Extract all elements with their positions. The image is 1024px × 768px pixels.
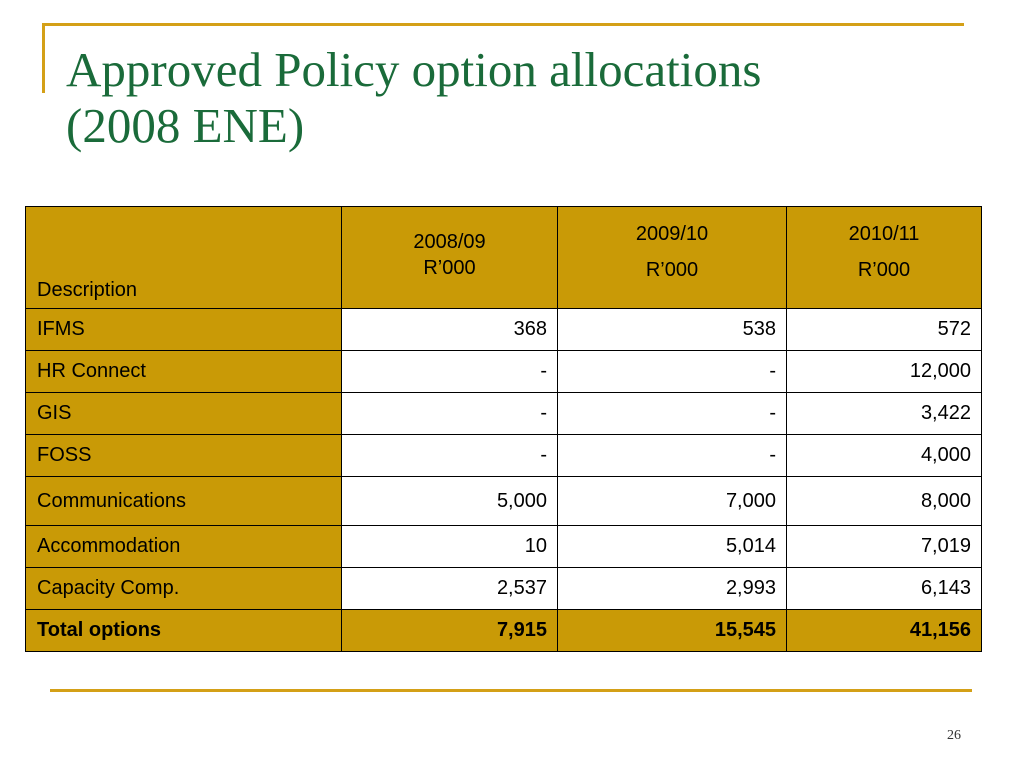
row-label: IFMS <box>25 308 342 351</box>
table-row: GIS - - 3,422 <box>25 392 982 435</box>
cell-2008-09: - <box>341 434 558 477</box>
slide-title-line-2: (2008 ENE) <box>66 98 305 153</box>
cell-2008-09: - <box>341 392 558 435</box>
cell-2010-11: 572 <box>786 308 982 351</box>
total-label: Total options <box>25 609 342 652</box>
cell-2009-10: - <box>557 350 787 393</box>
table-row: FOSS - - 4,000 <box>25 434 982 477</box>
table-header-row: Description 2008/09 R’000 2009/10 R’000 … <box>25 206 982 309</box>
cell-2009-10: - <box>557 434 787 477</box>
header-unit: R’000 <box>857 259 911 281</box>
left-frame-rule <box>42 23 45 93</box>
header-2009-10: 2009/10 R’000 <box>557 206 787 309</box>
cell-2009-10: 538 <box>557 308 787 351</box>
table-row: HR Connect - - 12,000 <box>25 350 982 393</box>
cell-2010-11: 12,000 <box>786 350 982 393</box>
cell-2009-10: - <box>557 392 787 435</box>
allocations-table: Description 2008/09 R’000 2009/10 R’000 … <box>25 206 982 652</box>
cell-2009-10: 2,993 <box>557 567 787 610</box>
cell-2010-11: 8,000 <box>786 476 982 526</box>
cell-2010-11: 3,422 <box>786 392 982 435</box>
cell-2008-09: - <box>341 350 558 393</box>
row-label: HR Connect <box>25 350 342 393</box>
total-row: Total options 7,915 15,545 41,156 <box>25 609 982 652</box>
cell-2008-09: 368 <box>341 308 558 351</box>
cell-2009-10: 5,014 <box>557 525 787 568</box>
row-label: GIS <box>25 392 342 435</box>
cell-2008-09: 10 <box>341 525 558 568</box>
header-description: Description <box>25 206 342 309</box>
bottom-rule <box>50 689 972 692</box>
total-2009-10: 15,545 <box>557 609 787 652</box>
table-row: Communications 5,000 7,000 8,000 <box>25 476 982 526</box>
cell-2010-11: 7,019 <box>786 525 982 568</box>
cell-2010-11: 6,143 <box>786 567 982 610</box>
cell-2010-11: 4,000 <box>786 434 982 477</box>
total-2010-11: 41,156 <box>786 609 982 652</box>
table-row: Accommodation 10 5,014 7,019 <box>25 525 982 568</box>
page-number: 26 <box>947 728 961 743</box>
header-unit: R’000 <box>423 257 476 279</box>
slide-title-line-1: Approved Policy option allocations <box>66 42 762 97</box>
table-row: Capacity Comp. 2,537 2,993 6,143 <box>25 567 982 610</box>
row-label: FOSS <box>25 434 342 477</box>
header-unit: R’000 <box>645 259 699 281</box>
header-2010-11: 2010/11 R’000 <box>786 206 982 309</box>
header-year: 2010/11 <box>848 223 920 245</box>
cell-2008-09: 2,537 <box>341 567 558 610</box>
header-year: 2009/10 <box>635 223 709 245</box>
cell-2008-09: 5,000 <box>341 476 558 526</box>
header-2008-09: 2008/09 R’000 <box>341 206 558 309</box>
row-label: Capacity Comp. <box>25 567 342 610</box>
header-year: 2008/09 <box>413 231 486 253</box>
cell-2009-10: 7,000 <box>557 476 787 526</box>
top-frame-rule <box>42 23 964 26</box>
table-row: IFMS 368 538 572 <box>25 308 982 351</box>
row-label: Accommodation <box>25 525 342 568</box>
total-2008-09: 7,915 <box>341 609 558 652</box>
row-label: Communications <box>25 476 342 526</box>
slide-title: Approved Policy option allocations (2008… <box>66 42 966 154</box>
